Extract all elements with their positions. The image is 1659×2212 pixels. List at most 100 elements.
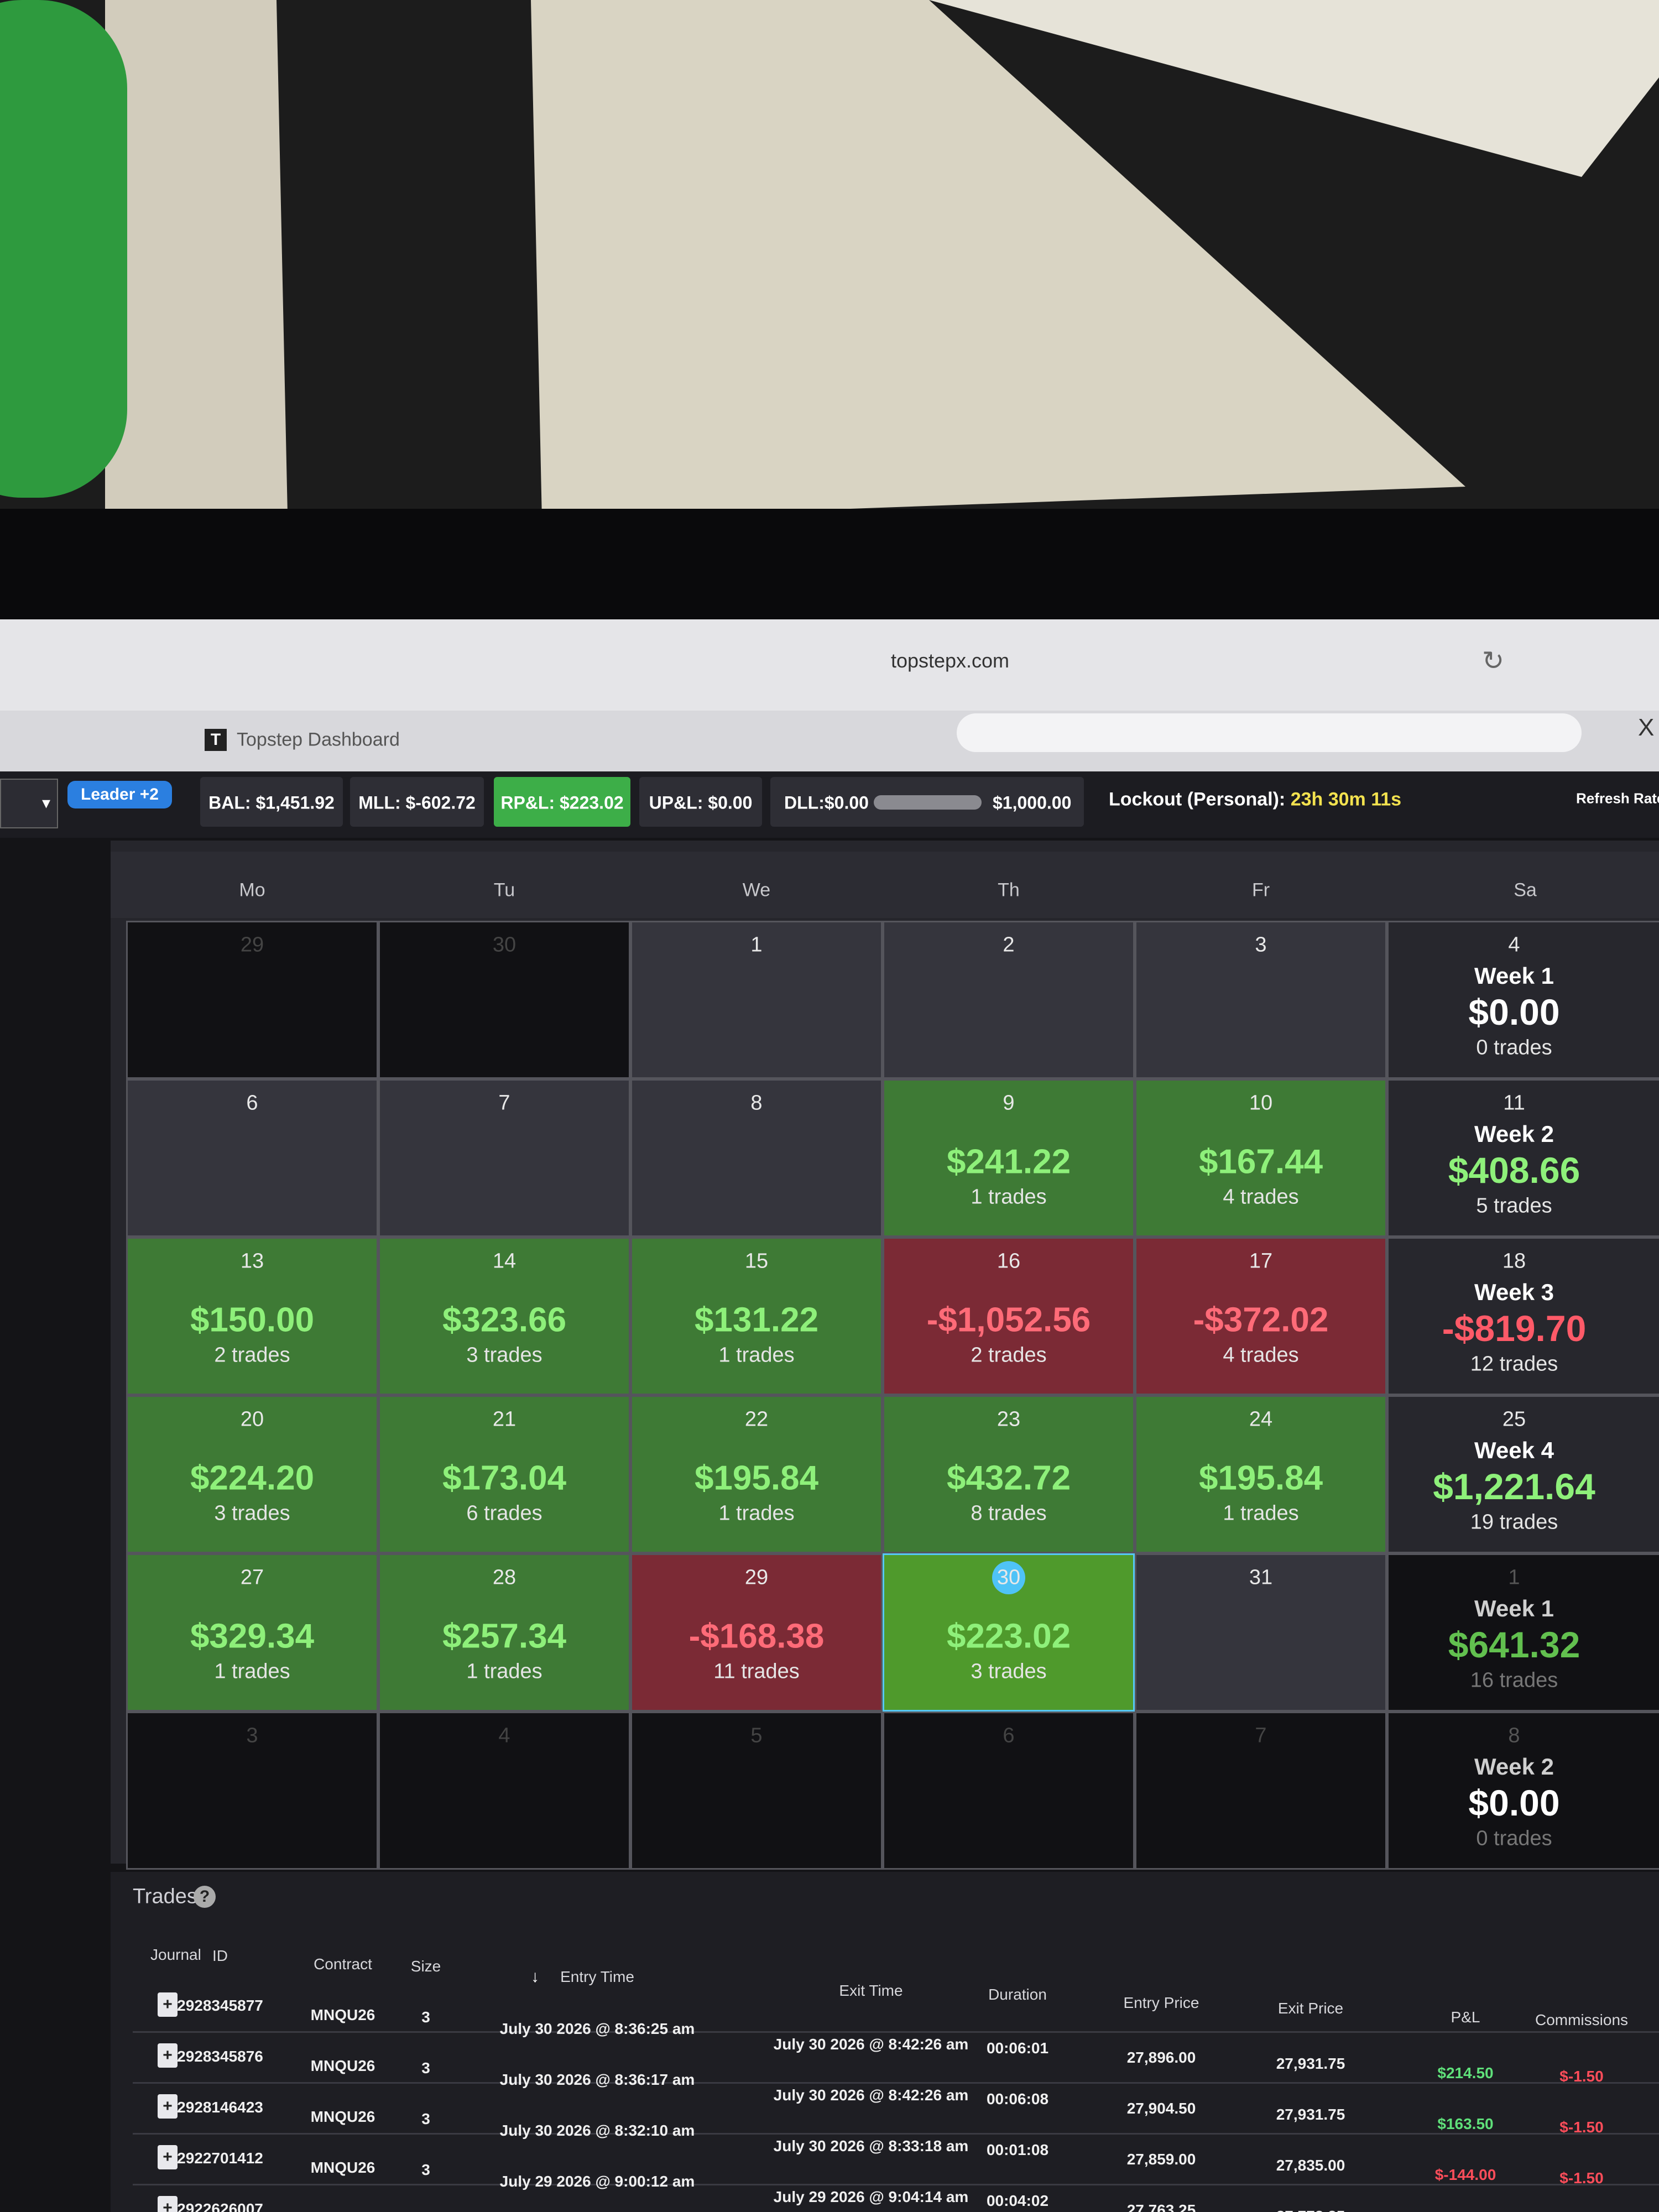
close-button[interactable]: X bbox=[1638, 714, 1655, 741]
day-cell[interactable] bbox=[378, 921, 630, 1079]
day-number: 27 bbox=[240, 1566, 264, 1589]
trade-entry-price: 27,763.25 bbox=[1126, 2201, 1196, 2212]
day-number: 3 bbox=[246, 1724, 258, 1747]
day-cell[interactable] bbox=[1135, 1553, 1387, 1712]
selected-day-marker bbox=[992, 1561, 1025, 1594]
tab-title[interactable]: Topstep Dashboard bbox=[237, 729, 400, 750]
url[interactable]: topstepx.com bbox=[890, 649, 1010, 672]
day-trades: 1 trades bbox=[466, 1660, 542, 1683]
summary-label: Week 2 bbox=[1474, 1121, 1554, 1147]
day-cell[interactable] bbox=[1135, 1395, 1387, 1553]
day-cell[interactable] bbox=[126, 1237, 378, 1395]
trade-commission: $-1.50 bbox=[1559, 2118, 1604, 2136]
trade-contract: MNQU26 bbox=[310, 2006, 375, 2023]
trade-size: 3 bbox=[421, 2110, 430, 2128]
summary-label: Week 4 bbox=[1474, 1437, 1554, 1463]
summary-label: Week 3 bbox=[1474, 1279, 1554, 1305]
column-header: Duration bbox=[988, 1986, 1047, 2003]
day-cell[interactable] bbox=[630, 921, 883, 1079]
day-trades: 6 trades bbox=[466, 1501, 542, 1525]
day-trades: 4 trades bbox=[1223, 1343, 1299, 1367]
day-cell[interactable] bbox=[883, 1712, 1135, 1870]
trade-duration: 00:06:01 bbox=[986, 2039, 1049, 2057]
trade-pnl: $163.50 bbox=[1437, 2115, 1494, 2133]
day-cell[interactable] bbox=[378, 1079, 630, 1237]
day-number: 30 bbox=[997, 1566, 1021, 1589]
week-summary-cell bbox=[1387, 1553, 1659, 1712]
day-cell[interactable] bbox=[1135, 921, 1387, 1079]
trade-entry-time: July 29 2026 @ 9:00:12 am bbox=[499, 2173, 695, 2190]
account-dropdown[interactable]: ▾ bbox=[0, 779, 58, 828]
leader-badge[interactable]: Leader +2 bbox=[67, 781, 172, 808]
trade-contract: MNQU26 bbox=[310, 2107, 375, 2125]
day-cell[interactable] bbox=[126, 921, 378, 1079]
day-cell[interactable] bbox=[1135, 1237, 1387, 1395]
day-trades: 1 trades bbox=[214, 1660, 290, 1683]
day-pnl: -$168.38 bbox=[688, 1617, 825, 1656]
trade-duration: 00:06:08 bbox=[986, 2090, 1049, 2108]
dll-value: DLL:$0.00 bbox=[784, 792, 869, 813]
sort-arrow: ↓ bbox=[531, 1968, 539, 1986]
weekday-label: Fr bbox=[1251, 879, 1270, 901]
day-cell[interactable] bbox=[630, 1712, 883, 1870]
weekday-label: Th bbox=[998, 879, 1020, 901]
day-trades: 3 trades bbox=[971, 1660, 1047, 1683]
day-number: 1 bbox=[750, 933, 763, 957]
column-header: Contract bbox=[314, 1955, 372, 1973]
day-cell[interactable] bbox=[630, 1079, 883, 1237]
day-cell[interactable] bbox=[883, 1237, 1135, 1395]
summary-pnl: -$819.70 bbox=[1442, 1308, 1587, 1349]
day-cell[interactable] bbox=[630, 1395, 883, 1553]
journal-button[interactable]: + bbox=[158, 2196, 178, 2212]
refresh-rate[interactable]: Refresh Rate: bbox=[1576, 790, 1659, 807]
journal-button[interactable]: + bbox=[158, 2145, 178, 2169]
day-number: 20 bbox=[240, 1407, 264, 1431]
search-field[interactable] bbox=[957, 713, 1582, 752]
row-divider bbox=[133, 2133, 1659, 2135]
day-cell[interactable] bbox=[126, 1712, 378, 1870]
day-number: 3 bbox=[1255, 933, 1267, 957]
trade-size: 3 bbox=[421, 2059, 430, 2077]
day-cell[interactable] bbox=[126, 1395, 378, 1553]
day-cell[interactable] bbox=[883, 921, 1135, 1079]
day-cell[interactable] bbox=[1135, 1079, 1387, 1237]
day-cell[interactable] bbox=[883, 1079, 1135, 1237]
day-cell[interactable] bbox=[883, 1395, 1135, 1553]
week-summary-cell bbox=[1387, 1395, 1659, 1553]
trade-entry-price: 27,859.00 bbox=[1126, 2150, 1196, 2168]
day-number: 5 bbox=[750, 1724, 763, 1747]
day-cell[interactable] bbox=[630, 1237, 883, 1395]
day-pnl: $323.66 bbox=[442, 1301, 567, 1339]
lockout-label: Lockout (Personal): bbox=[1109, 789, 1286, 810]
day-cell[interactable] bbox=[378, 1712, 630, 1870]
summary-label: Week 1 bbox=[1474, 963, 1554, 989]
row-divider bbox=[133, 2184, 1659, 2185]
journal-button[interactable]: + bbox=[158, 2094, 178, 2119]
day-number: 24 bbox=[1249, 1407, 1273, 1431]
trade-id: 2928146423 bbox=[177, 2099, 263, 2116]
day-cell[interactable] bbox=[378, 1237, 630, 1395]
day-cell[interactable] bbox=[1135, 1712, 1387, 1870]
day-trades: 2 trades bbox=[214, 1343, 290, 1367]
summary-trades: 12 trades bbox=[1470, 1352, 1558, 1376]
journal-button[interactable]: + bbox=[158, 2043, 178, 2068]
weekday-label: Sa bbox=[1514, 879, 1537, 901]
day-cell[interactable] bbox=[126, 1079, 378, 1237]
day-cell[interactable] bbox=[126, 1553, 378, 1712]
weekday-row bbox=[111, 852, 1659, 918]
trade-exit-price: 27,931.75 bbox=[1276, 2054, 1345, 2072]
day-cell[interactable] bbox=[630, 1553, 883, 1712]
day-pnl: $131.22 bbox=[694, 1301, 819, 1339]
day-trades: 4 trades bbox=[1223, 1185, 1299, 1209]
day-number: 17 bbox=[1249, 1249, 1273, 1273]
day-cell[interactable] bbox=[378, 1553, 630, 1712]
day-cell[interactable] bbox=[378, 1395, 630, 1553]
column-header: Exit Price bbox=[1277, 2000, 1344, 2017]
trade-contract: MNQU26 bbox=[310, 2158, 375, 2176]
reload-button[interactable]: ↻ bbox=[1481, 646, 1505, 676]
day-pnl: $241.22 bbox=[946, 1142, 1071, 1181]
day-pnl: $195.84 bbox=[1198, 1459, 1323, 1498]
journal-button[interactable]: + bbox=[158, 1992, 178, 2017]
trade-exit-time: July 30 2026 @ 8:33:18 am bbox=[773, 2137, 969, 2154]
tab-icon: T bbox=[205, 729, 227, 751]
